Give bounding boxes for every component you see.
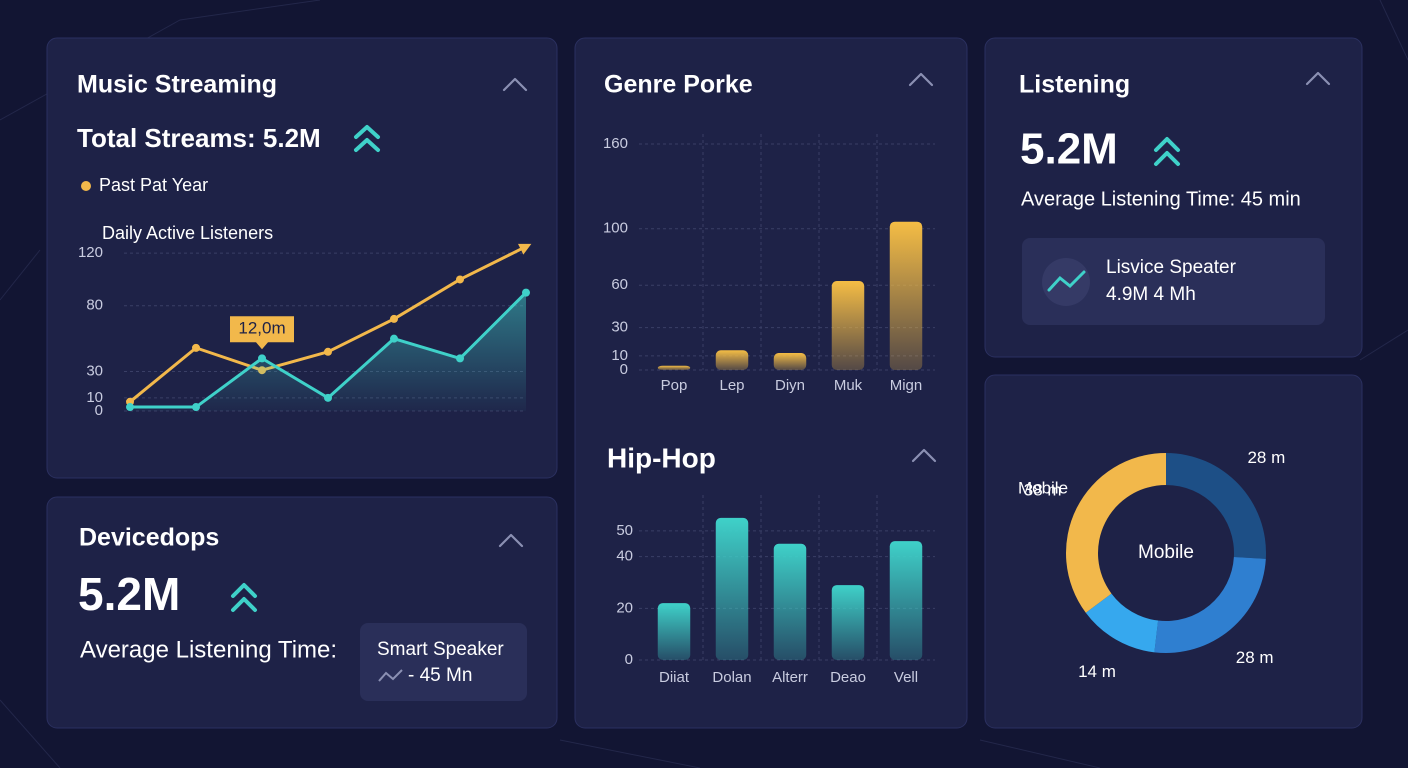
point: [456, 275, 464, 284]
bar: [831, 281, 865, 370]
y-tick-label: 10: [611, 347, 628, 364]
total-streams: Total Streams: 5.2M: [77, 123, 321, 153]
point: [390, 314, 398, 323]
point: [456, 354, 464, 363]
x-tick-label: Dolan: [712, 669, 751, 686]
x-tick-label: Lep: [719, 377, 744, 394]
y-tick-label: 40: [616, 548, 633, 565]
chart-title: Hip-Hop: [607, 442, 716, 473]
collapse-button[interactable]: [1305, 71, 1331, 86]
y-tick-label: 10: [86, 389, 103, 406]
point: [258, 354, 266, 363]
collapse-button[interactable]: [908, 72, 934, 87]
panel-title: Music Streaming: [77, 71, 277, 99]
donut-slice: [1166, 453, 1266, 559]
panel: [574, 37, 968, 729]
panel: [46, 37, 558, 479]
kpi-value: 5.2M: [78, 568, 180, 620]
y-tick-label: 0: [95, 402, 103, 419]
x-tick-label: Deao: [830, 669, 866, 686]
outer-label: Mobile: [1018, 478, 1068, 497]
collapse-button[interactable]: [911, 448, 937, 463]
point: [126, 403, 134, 412]
device-card[interactable]: [1022, 238, 1325, 325]
point: [390, 334, 398, 343]
bar: [831, 585, 865, 660]
kpi-subtitle: Average Listening Time:: [80, 636, 337, 663]
x-tick-label: Diiat: [659, 669, 690, 686]
slice-label: 38 m: [1024, 481, 1062, 500]
x-tick-label: Pop: [661, 377, 688, 394]
point: [192, 343, 200, 352]
center-label: Mobile: [1138, 542, 1194, 563]
trend-icon: [231, 583, 257, 612]
y-tick-label: 50: [616, 522, 633, 539]
area: [130, 292, 526, 411]
bar: [773, 543, 807, 660]
y-tick-label: 0: [620, 361, 628, 378]
bar: [889, 221, 923, 370]
bar: [715, 517, 749, 660]
slice-label: 14 m: [1078, 662, 1116, 681]
y-tick-label: 160: [603, 135, 628, 152]
x-tick-label: Muk: [834, 377, 863, 394]
point: [324, 393, 332, 402]
bar: [773, 353, 807, 370]
trend-icon: [1154, 137, 1180, 166]
trend-icon: [378, 669, 403, 682]
trend-icon: [354, 125, 380, 152]
y-tick-label: 0: [625, 651, 633, 668]
x-tick-label: Diyn: [775, 377, 805, 394]
bar: [657, 365, 691, 370]
y-tick-label: 20: [616, 599, 633, 616]
card-value: - 45 Mn: [408, 665, 472, 686]
y-tick-label: 100: [603, 220, 628, 237]
legend-swatch: [81, 181, 91, 191]
y-tick-label: 80: [86, 297, 103, 314]
donut-hole: [1099, 486, 1233, 620]
collapse-button[interactable]: [498, 533, 524, 548]
chart-title: Genre Porke: [604, 71, 753, 99]
trend-icon: [1047, 270, 1086, 292]
slice-label: 28 m: [1236, 648, 1274, 667]
y-tick-label: 120: [78, 244, 103, 261]
annotation-box: [230, 316, 294, 350]
point: [324, 347, 332, 356]
x-tick-label: Alterr: [772, 669, 808, 686]
donut-slice: [1154, 556, 1266, 653]
chart-title: Daily Active Listeners: [102, 223, 273, 243]
donut-slice: [1085, 593, 1159, 653]
card-title: Lisvice Speater: [1106, 257, 1237, 278]
panel-title: Devicedops: [79, 524, 219, 552]
bar: [889, 541, 923, 660]
x-tick-label: Mign: [890, 377, 923, 394]
annotation: 12,0m: [238, 319, 285, 338]
bar: [715, 350, 749, 370]
kpi-subtitle: Average Listening Time: 45 min: [1021, 188, 1301, 210]
legend-label: Past Pat Year: [99, 175, 208, 195]
collapse-button[interactable]: [502, 77, 528, 92]
x-tick-label: Vell: [894, 669, 918, 686]
device-card[interactable]: [360, 623, 527, 701]
slice-label: 28 m: [1247, 448, 1285, 467]
card-value: 4.9M 4 Mh: [1106, 284, 1196, 305]
donut-slice: [1065, 453, 1166, 613]
point: [192, 403, 200, 412]
y-tick-label: 30: [611, 319, 628, 336]
y-tick-label: 60: [611, 276, 628, 293]
bar: [657, 603, 691, 660]
point: [522, 288, 530, 297]
panel-title: Listening: [1019, 71, 1130, 99]
card-title: Smart Speaker: [377, 639, 504, 660]
kpi-value: 5.2M: [1020, 125, 1118, 174]
y-tick-label: 30: [86, 363, 103, 380]
